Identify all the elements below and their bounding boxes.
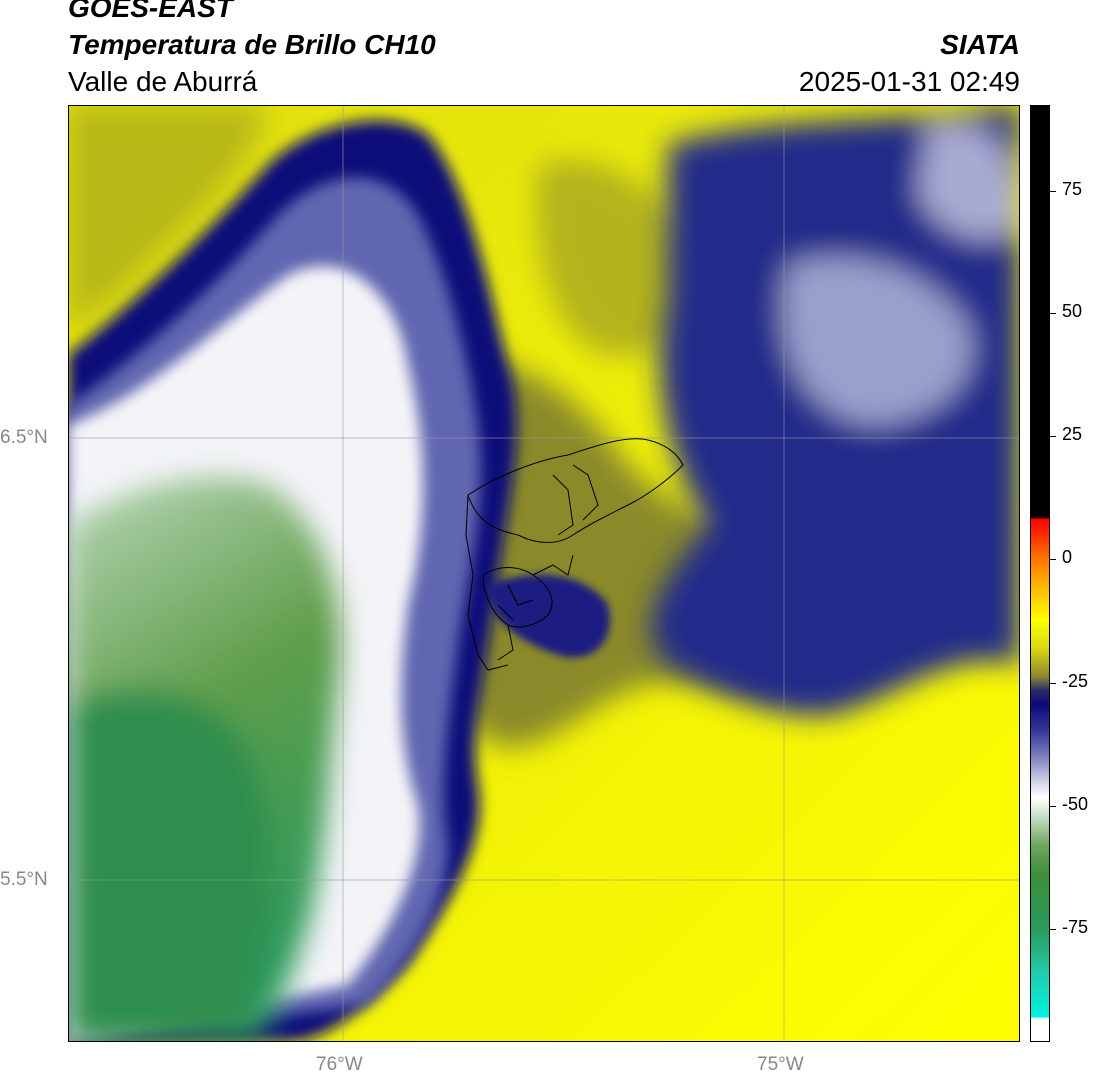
- colorbar-tick-50: [1050, 313, 1056, 314]
- olive-region-northwest: [68, 105, 268, 335]
- timestamp-label: 2025-01-31 02:49: [798, 66, 1020, 97]
- brightness-temperature-map: [68, 105, 1020, 1042]
- colorbar-tick-0: [1050, 559, 1056, 560]
- cold-core-darkgreen: [68, 688, 271, 1042]
- temperature-colorbar: [1030, 105, 1050, 1042]
- cloud-band-northeast-light: [918, 123, 1020, 240]
- lon-label-75W: 75°W: [757, 1054, 804, 1075]
- colorbar-tick-25: [1050, 436, 1056, 437]
- colorbar-tick-minus50: [1050, 806, 1056, 807]
- colorbar-tick-minus25: [1050, 683, 1056, 684]
- region-subtitle: Valle de Aburrá: [68, 66, 258, 97]
- product-title: Temperatura de Brillo CH10: [68, 29, 436, 60]
- colorbar-label-0: 0: [1062, 547, 1073, 567]
- map-frame: [68, 105, 1020, 1042]
- lat-label-5.5N: 5.5°N: [0, 869, 48, 890]
- colorbar-label-minus50: -50: [1062, 794, 1089, 814]
- olive-region-north: [536, 159, 694, 357]
- colorbar-label-minus75: -75: [1062, 917, 1089, 937]
- valley-navy-blob: [488, 574, 610, 658]
- colorbar-label-50: 50: [1062, 301, 1083, 321]
- municipality-boundaries: [465, 438, 684, 671]
- colorbar-label-minus25: -25: [1062, 671, 1089, 691]
- colorbar-label-75: 75: [1062, 179, 1083, 199]
- cloud-band-east-light: [782, 257, 972, 425]
- organization-label: SIATA: [940, 29, 1020, 60]
- satellite-title: GOES-EAST: [68, 0, 233, 23]
- colorbar-tick-minus75: [1050, 929, 1056, 930]
- colorbar-tick-75: [1050, 191, 1056, 192]
- colorbar-label-25: 25: [1062, 424, 1083, 444]
- lat-label-6.5N: 6.5°N: [0, 427, 48, 448]
- lon-label-76W: 76°W: [316, 1054, 363, 1075]
